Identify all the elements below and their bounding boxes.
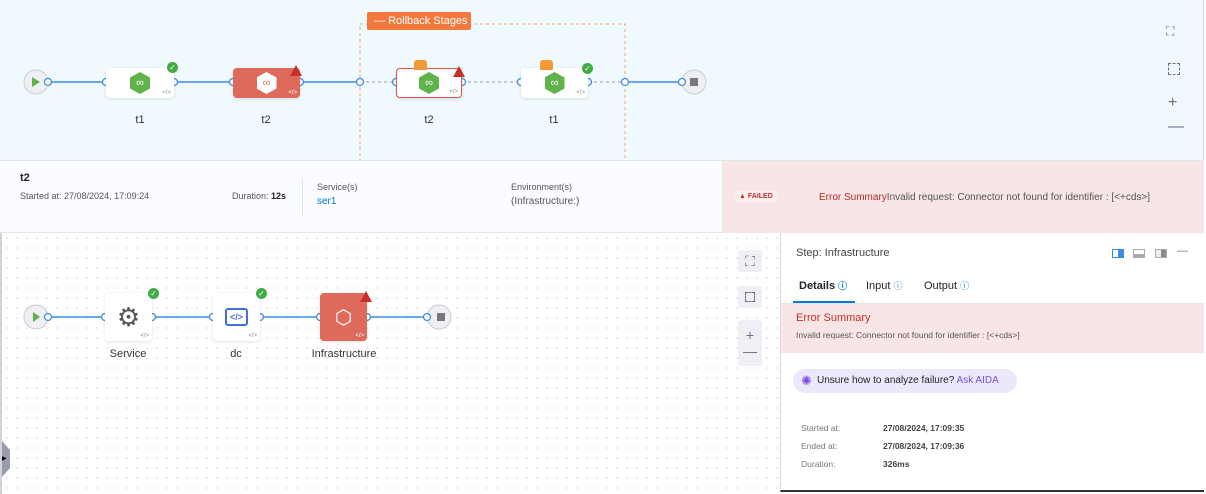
warning-icon xyxy=(290,65,302,76)
rollback-stage-node-t2[interactable]: ∞ </> xyxy=(396,68,462,98)
info-icon: ⓘ xyxy=(960,281,970,291)
rollback-stage-node-t1[interactable]: ∞ </> xyxy=(521,68,588,98)
error-title: Error Summary xyxy=(796,312,871,324)
yaml-icon: </> xyxy=(162,90,171,96)
stage-label: t1 xyxy=(549,114,559,126)
stage-node-t2[interactable]: ∞ </> xyxy=(233,68,300,98)
zoom-in-button[interactable]: + xyxy=(745,327,755,343)
yaml-icon: </> xyxy=(576,90,585,96)
stage-label: t2 xyxy=(261,114,271,126)
step-node-infrastructure[interactable]: ⬡ </> xyxy=(320,293,367,341)
layout-right-button[interactable] xyxy=(1112,249,1124,258)
step-label: dc xyxy=(230,348,242,360)
pipeline-graph: — Rollback Stages ∞ </> ✓ t1 ∞ </> t2 ∞ </>… xyxy=(0,0,1204,160)
success-icon: ✓ xyxy=(256,288,267,299)
environment-value: (Infrastructure:) xyxy=(511,196,580,207)
info-icon: ⓘ xyxy=(893,281,903,291)
step-label: Service xyxy=(109,348,147,360)
panel-error-box: Error Summary Invalid request: Connector… xyxy=(781,303,1204,353)
fit-screen-button[interactable]: ⛶ xyxy=(738,250,762,272)
hexagons-icon: ⬡ xyxy=(334,306,353,329)
zoom-out-button[interactable]: — xyxy=(743,343,757,359)
success-icon: ✓ xyxy=(148,288,159,299)
service-link[interactable]: ser1 xyxy=(317,196,337,207)
info-icon: ⓘ xyxy=(838,281,848,291)
stage-node-t1[interactable]: ∞ </> xyxy=(106,68,174,98)
yaml-icon: </> xyxy=(140,333,149,339)
tab-label: Details xyxy=(799,280,836,292)
stage-info-bar: t2 Started at: 27/08/2024, 17:09:24 Dura… xyxy=(0,160,722,233)
rollback-icon xyxy=(540,60,553,70)
stage-duration: Duration: 12s xyxy=(232,191,286,201)
stage-label: t1 xyxy=(135,114,145,126)
warning-icon xyxy=(453,66,465,77)
detail-label: Ended at: xyxy=(801,441,838,451)
ask-aida-link[interactable]: Ask AIDA xyxy=(956,375,999,386)
select-area-button[interactable] xyxy=(1168,63,1180,75)
stage-icon: ∞ xyxy=(544,72,565,94)
panel-title: Step: Infrastructure xyxy=(796,247,890,259)
warning-icon xyxy=(360,291,372,302)
yaml-icon: </> xyxy=(355,333,364,339)
fit-screen-button[interactable]: ⛶ xyxy=(1166,24,1175,38)
zoom-in-button[interactable]: + xyxy=(1168,94,1178,111)
side-drawer-handle[interactable]: ▶ xyxy=(2,441,10,477)
pipeline-connectors xyxy=(23,23,707,160)
error-message: Invalid request: Connector not found for… xyxy=(886,192,1151,203)
stage-label: t2 xyxy=(424,114,434,126)
tab-label: Input xyxy=(866,280,891,292)
error-message: Invalid request: Connector not found for… xyxy=(796,330,1020,340)
tab-output[interactable]: Output ⓘ xyxy=(924,279,969,292)
step-graph: ⚙ </> ✓ Service </> </> ✓ dc ⬡ </> Infrastr… xyxy=(0,233,780,494)
tab-details[interactable]: Details ⓘ xyxy=(793,279,855,303)
aida-icon: ✺ xyxy=(801,373,812,388)
step-node-dc[interactable]: </> </> xyxy=(213,293,260,341)
failed-badge: ▲ FAILED xyxy=(735,191,777,202)
detail-label: Duration: xyxy=(801,459,836,469)
ask-aida-banner[interactable]: ✺ Unsure how to analyze failure? Ask AID… xyxy=(793,369,1017,393)
zoom-controls: + — xyxy=(738,320,762,366)
layout-bottom-button[interactable] xyxy=(1133,249,1145,258)
success-icon: ✓ xyxy=(167,62,178,73)
environments-label: Environment(s) xyxy=(511,182,573,192)
stage-icon: ∞ xyxy=(419,72,439,94)
stage-icon: ∞ xyxy=(256,72,277,94)
minimize-panel-button[interactable]: — xyxy=(1177,245,1188,257)
yaml-icon: </> xyxy=(449,89,458,95)
failed-status: FAILED xyxy=(747,193,773,200)
detail-value: 326ms xyxy=(883,459,910,469)
stage-icon: ∞ xyxy=(130,72,150,94)
rollback-icon xyxy=(414,60,427,70)
step-details-panel: Step: Infrastructure — Details ⓘ Input ⓘ… xyxy=(780,233,1204,492)
gear-icon: ⚙ xyxy=(116,301,141,332)
tab-label: Output xyxy=(924,280,958,292)
tab-input[interactable]: Input ⓘ xyxy=(866,279,903,292)
error-summary: Error SummaryInvalid request: Connector … xyxy=(819,192,1150,203)
step-connectors xyxy=(23,304,452,330)
detail-value: 27/08/2024, 17:09:36 xyxy=(883,441,965,451)
rollback-stages-toggle[interactable]: — Rollback Stages xyxy=(367,12,471,30)
stage-error-banner: ▲ FAILED Error SummaryInvalid request: C… xyxy=(722,160,1204,233)
stage-started: Started at: 27/08/2024, 17:09:24 xyxy=(20,191,150,201)
script-icon: </> xyxy=(224,308,248,326)
select-area-button[interactable] xyxy=(738,286,762,308)
detail-label: Started at: xyxy=(801,423,841,433)
stage-name: t2 xyxy=(20,172,30,184)
yaml-icon: </> xyxy=(248,333,257,339)
aida-text: Unsure how to analyze failure? xyxy=(817,375,957,386)
error-title: Error Summary xyxy=(819,192,887,203)
detail-value: 27/08/2024, 17:09:35 xyxy=(883,423,965,433)
success-icon: ✓ xyxy=(582,63,593,74)
zoom-out-button[interactable]: — xyxy=(1168,118,1184,135)
layout-float-button[interactable] xyxy=(1155,249,1167,258)
step-label: Infrastructure xyxy=(311,348,377,360)
step-details-list: Started at: 27/08/2024, 17:09:35 Ended at… xyxy=(801,423,964,477)
yaml-icon: </> xyxy=(288,90,297,96)
duration-value: 12s xyxy=(271,191,287,201)
rollback-label: Rollback Stages xyxy=(388,15,468,27)
step-node-service[interactable]: ⚙ </> xyxy=(105,293,152,341)
divider xyxy=(302,179,303,215)
duration-label: Duration: xyxy=(232,191,272,201)
services-label: Service(s) xyxy=(317,182,358,192)
